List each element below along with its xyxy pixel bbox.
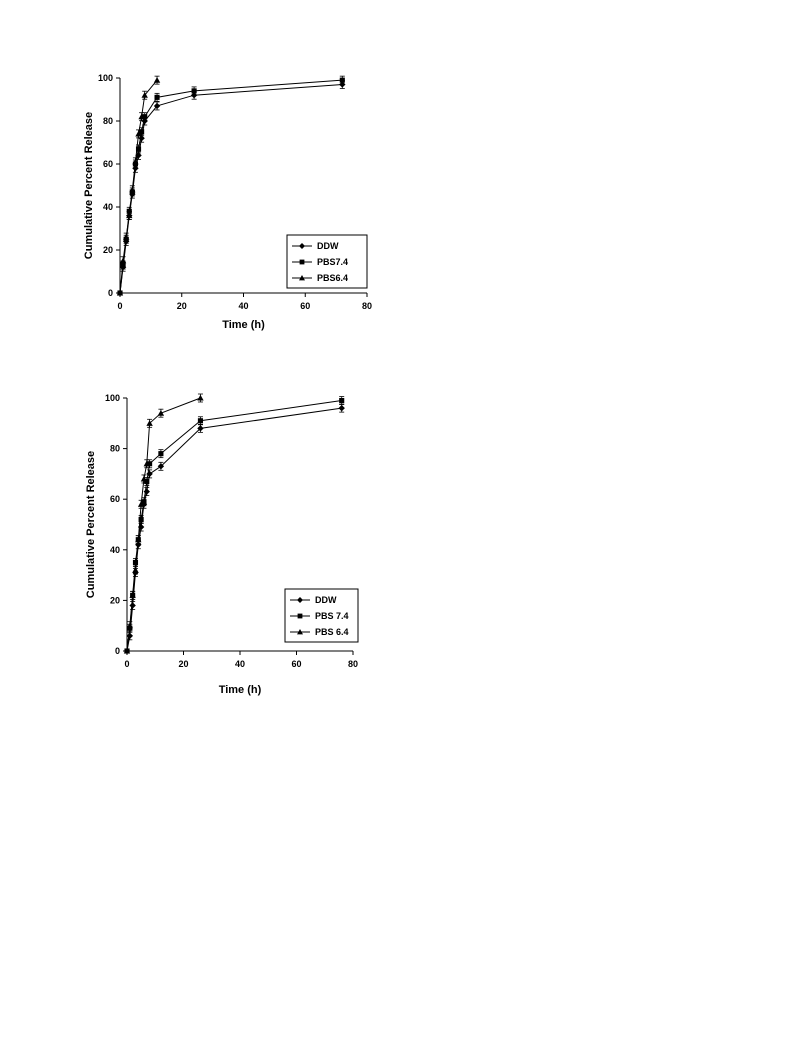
x-tick-label: 60 bbox=[291, 659, 301, 669]
point-pbs6-4 bbox=[138, 113, 145, 120]
point-ddw bbox=[126, 632, 134, 640]
point-pbs-6-4 bbox=[137, 501, 145, 507]
point-ddw bbox=[197, 425, 204, 432]
y-tick-label: 40 bbox=[103, 202, 113, 212]
point-pbs6-4 bbox=[129, 186, 136, 193]
point-pbs6-4 bbox=[141, 92, 148, 98]
legend-label-pbs6-4: PBS6.4 bbox=[317, 273, 348, 283]
legend-label-pbs-6-4: PBS 6.4 bbox=[315, 627, 349, 637]
point-pbs-6-4 bbox=[143, 460, 150, 467]
point-pbs-7-4 bbox=[132, 559, 139, 566]
x-tick-label: 40 bbox=[235, 659, 245, 669]
legend-label-ddw: DDW bbox=[317, 241, 339, 251]
point-pbs6-4 bbox=[135, 130, 142, 137]
point-pbs-7-4 bbox=[147, 461, 153, 467]
y-tick-label: 80 bbox=[103, 116, 113, 126]
y-tick-label: 40 bbox=[110, 545, 120, 555]
x-tick-label: 80 bbox=[362, 301, 372, 311]
legend-label-ddw: DDW bbox=[315, 595, 337, 605]
x-tick-label: 40 bbox=[238, 301, 248, 311]
point-pbs-6-4 bbox=[123, 647, 131, 654]
point-pbs-6-4 bbox=[132, 566, 139, 573]
series-line-pbs-6-4 bbox=[126, 397, 201, 652]
x-tick-label: 20 bbox=[178, 659, 188, 669]
x-tick-label: 60 bbox=[300, 301, 310, 311]
y-tick-label: 20 bbox=[110, 595, 120, 605]
legend-marker-pbs-6-4 bbox=[297, 629, 303, 635]
legend-marker-ddw bbox=[297, 597, 303, 603]
y-tick-label: 100 bbox=[105, 393, 120, 403]
point-pbs7-4 bbox=[142, 114, 148, 120]
point-pbs6-4 bbox=[116, 289, 124, 296]
point-pbs-7-4 bbox=[158, 451, 164, 457]
y-tick-label: 0 bbox=[115, 646, 120, 656]
point-ddw bbox=[338, 404, 345, 412]
point-pbs-7-4 bbox=[141, 499, 147, 505]
x-tick-label: 20 bbox=[177, 301, 187, 311]
point-pbs-7-4 bbox=[339, 397, 345, 404]
legend-marker-pbs-7-4 bbox=[297, 613, 303, 619]
release-chart-bottom: 0 20 40 60 80 100 0 20 40 60 80 Time (h) Cumulative … bbox=[85, 393, 359, 696]
point-pbs7-4 bbox=[191, 88, 197, 94]
point-pbs-6-4 bbox=[157, 409, 165, 416]
y-tick-label: 80 bbox=[110, 444, 120, 454]
point-pbs-7-4 bbox=[197, 418, 204, 424]
point-pbs7-4 bbox=[139, 129, 145, 135]
x-axis-title: Time (h) bbox=[222, 319, 265, 331]
x-tick-label: 0 bbox=[124, 659, 129, 669]
point-pbs6-4 bbox=[126, 212, 133, 219]
point-pbs6-4 bbox=[153, 76, 161, 83]
y-tick-label: 60 bbox=[110, 494, 120, 504]
point-ddw bbox=[153, 102, 161, 110]
point-pbs6-4 bbox=[119, 257, 127, 264]
point-ddw bbox=[143, 488, 150, 495]
point-pbs-6-4 bbox=[135, 536, 142, 543]
x-axis-title: Time (h) bbox=[219, 684, 262, 696]
point-pbs-6-4 bbox=[129, 592, 136, 598]
legend-label-pbs-7-4: PBS 7.4 bbox=[315, 611, 349, 621]
y-tick-label: 100 bbox=[98, 73, 113, 83]
y-axis-title: Cumulative Percent Release bbox=[85, 451, 97, 598]
legend-marker-pbs7-4 bbox=[299, 259, 305, 265]
series-line-pbs6-4 bbox=[119, 79, 158, 294]
point-ddw bbox=[157, 463, 165, 470]
legend-marker-pbs6-4 bbox=[299, 275, 305, 281]
y-axis-title: Cumulative Percent Release bbox=[83, 112, 95, 259]
point-pbs7-4 bbox=[339, 77, 345, 83]
point-pbs6-4 bbox=[122, 233, 130, 240]
legend-label-pbs7-4: PBS7.4 bbox=[317, 257, 348, 267]
y-tick-label: 0 bbox=[108, 288, 113, 298]
y-tick-label: 60 bbox=[103, 159, 113, 169]
point-pbs-6-4 bbox=[146, 420, 153, 426]
legend-marker-ddw bbox=[299, 243, 305, 249]
point-pbs6-4 bbox=[132, 158, 139, 165]
point-pbs-6-4 bbox=[140, 475, 148, 482]
release-chart-top: 0 20 40 60 80 100 0 20 40 60 80 Time (h) Cumulative … bbox=[83, 73, 372, 331]
point-pbs-6-4 bbox=[197, 394, 204, 401]
point-pbs7-4 bbox=[135, 146, 142, 152]
point-pbs-6-4 bbox=[126, 622, 134, 629]
point-pbs7-4 bbox=[154, 94, 160, 100]
y-tick-label: 20 bbox=[103, 245, 113, 255]
point-pbs-7-4 bbox=[138, 516, 144, 522]
point-ddw bbox=[129, 602, 136, 609]
x-tick-label: 80 bbox=[348, 659, 358, 669]
x-tick-label: 0 bbox=[117, 301, 122, 311]
